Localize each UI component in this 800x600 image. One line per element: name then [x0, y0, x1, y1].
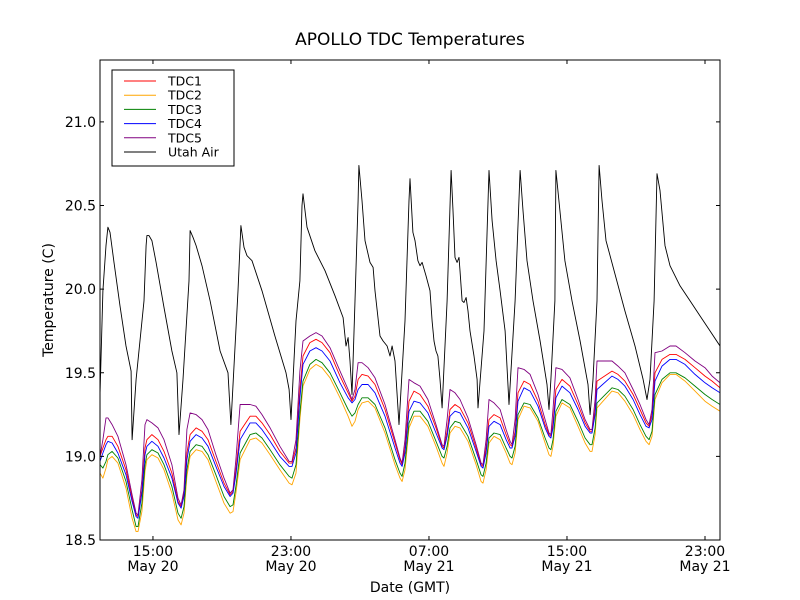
x-tick-label-date: May 20	[265, 559, 316, 575]
legend-entry-utah-air: Utah Air	[124, 145, 220, 160]
legend-label: TDC4	[167, 116, 202, 131]
x-tick-label-time: 23:00	[685, 544, 725, 560]
legend-box	[111, 69, 235, 167]
x-tick-label-time: 23:00	[271, 544, 311, 560]
y-tick-label: 18.5	[65, 533, 96, 549]
series-line-tdc2	[100, 363, 720, 533]
legend-entry-tdc5: TDC5	[124, 130, 202, 145]
y-tick-label: 19.0	[65, 449, 96, 465]
legend-entry-tdc2: TDC2	[124, 88, 202, 103]
legend-label: TDC1	[167, 74, 202, 89]
legend-entry-tdc4: TDC4	[124, 116, 202, 131]
x-tick-label-time: 07:00	[409, 544, 449, 560]
series-line-tdc4	[100, 347, 720, 519]
chart-title: APOLLO TDC Temperatures	[295, 30, 525, 50]
plot-frame	[99, 59, 721, 541]
x-tick-label-date: May 21	[541, 559, 592, 575]
y-tick-label: 19.5	[65, 366, 96, 382]
x-tick-label-date: May 21	[403, 559, 454, 575]
y-tick-label: 20.5	[65, 199, 96, 215]
series-line-utah-air	[100, 164, 720, 441]
series-line-tdc5	[100, 332, 720, 516]
x-tick-label-date: May 21	[679, 559, 730, 575]
series-layer	[100, 164, 720, 533]
legend-label: Utah Air	[168, 145, 220, 160]
x-tick-label-time: 15:00	[133, 544, 173, 560]
y-axis-label: Temperature (C)	[41, 243, 57, 358]
y-tick-label: 20.0	[65, 282, 96, 298]
legend-label: TDC3	[167, 102, 202, 117]
x-tick-label-date: May 20	[127, 559, 178, 575]
legend-entry-tdc3: TDC3	[124, 102, 202, 117]
legend-label: TDC2	[167, 88, 202, 103]
x-axis-label: Date (GMT)	[370, 580, 450, 596]
series-line-tdc3	[100, 358, 720, 528]
legend-entry-tdc1: TDC1	[124, 74, 202, 89]
x-tick-label-time: 15:00	[547, 544, 587, 560]
y-tick-label: 21.0	[65, 115, 96, 131]
legend-label: TDC5	[167, 130, 202, 145]
